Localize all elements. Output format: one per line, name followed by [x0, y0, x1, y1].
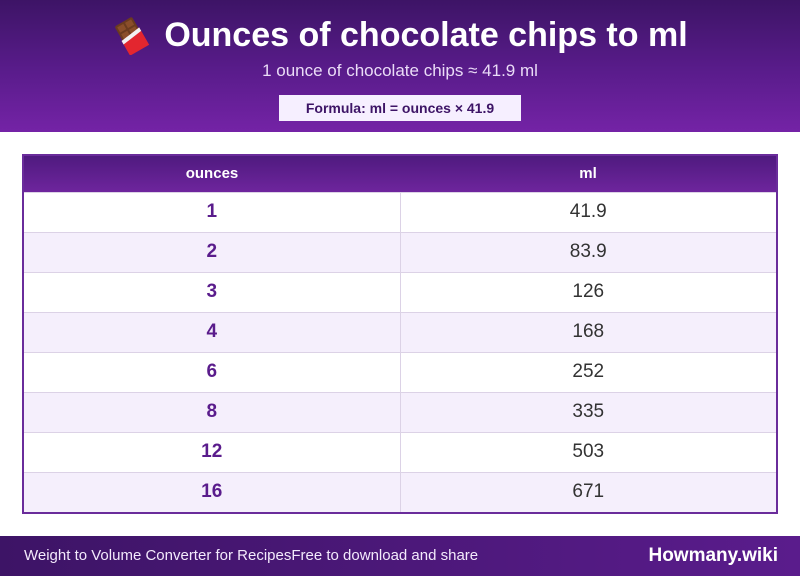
formula-badge: Formula: ml = ounces × 41.9 — [279, 95, 521, 121]
header: Ounces of chocolate chips to ml 1 ounce … — [0, 0, 800, 132]
table-row: 4 168 — [24, 311, 776, 352]
conversion-table: ounces ml 1 41.9 2 83.9 3 126 4 168 6 — [22, 154, 778, 514]
ounces-cell: 12 — [24, 431, 401, 472]
ml-cell: 671 — [400, 471, 776, 512]
table-row: 1 41.9 — [24, 191, 776, 232]
footer-caption: Weight to Volume Converter for RecipesFr… — [24, 536, 478, 576]
footer: Weight to Volume Converter for RecipesFr… — [0, 536, 800, 576]
title-row: Ounces of chocolate chips to ml — [0, 14, 800, 56]
column-header-ml: ml — [579, 165, 597, 183]
table-row: 8 335 — [24, 391, 776, 432]
ounces-cell: 2 — [24, 231, 401, 272]
ounces-cell: 8 — [24, 391, 401, 432]
footer-converter-name: Weight to Volume Converter for Recipes — [24, 547, 292, 564]
ml-cell: 41.9 — [400, 191, 776, 232]
ounces-cell: 1 — [24, 191, 401, 232]
table-header-row: ounces ml — [24, 156, 776, 192]
column-header-ounces: ounces — [185, 165, 239, 183]
ml-cell: 503 — [400, 431, 776, 472]
ml-cell: 83.9 — [400, 231, 776, 272]
ounces-cell: 16 — [24, 471, 401, 512]
footer-share-note: Free to download and share — [291, 547, 479, 564]
ml-cell: 168 — [400, 311, 776, 352]
page-title: Ounces of chocolate chips to ml — [164, 16, 688, 54]
page-subtitle: 1 ounce of chocolate chips ≈ 41.9 ml — [262, 61, 538, 80]
ounces-cell: 3 — [24, 271, 401, 312]
ml-cell: 252 — [400, 351, 776, 392]
table-row: 6 252 — [24, 351, 776, 392]
table-row: 3 126 — [24, 271, 776, 312]
ml-cell: 335 — [400, 391, 776, 432]
ounces-cell: 6 — [24, 351, 401, 392]
ounces-cell: 4 — [24, 311, 401, 352]
table-row: 12 503 — [24, 431, 776, 472]
table-row: 2 83.9 — [24, 231, 776, 272]
ml-cell: 126 — [400, 271, 776, 312]
table-row: 16 671 — [24, 471, 776, 512]
brand-logo: Howmany.wiki — [648, 545, 778, 566]
chocolate-bar-icon — [115, 17, 150, 55]
